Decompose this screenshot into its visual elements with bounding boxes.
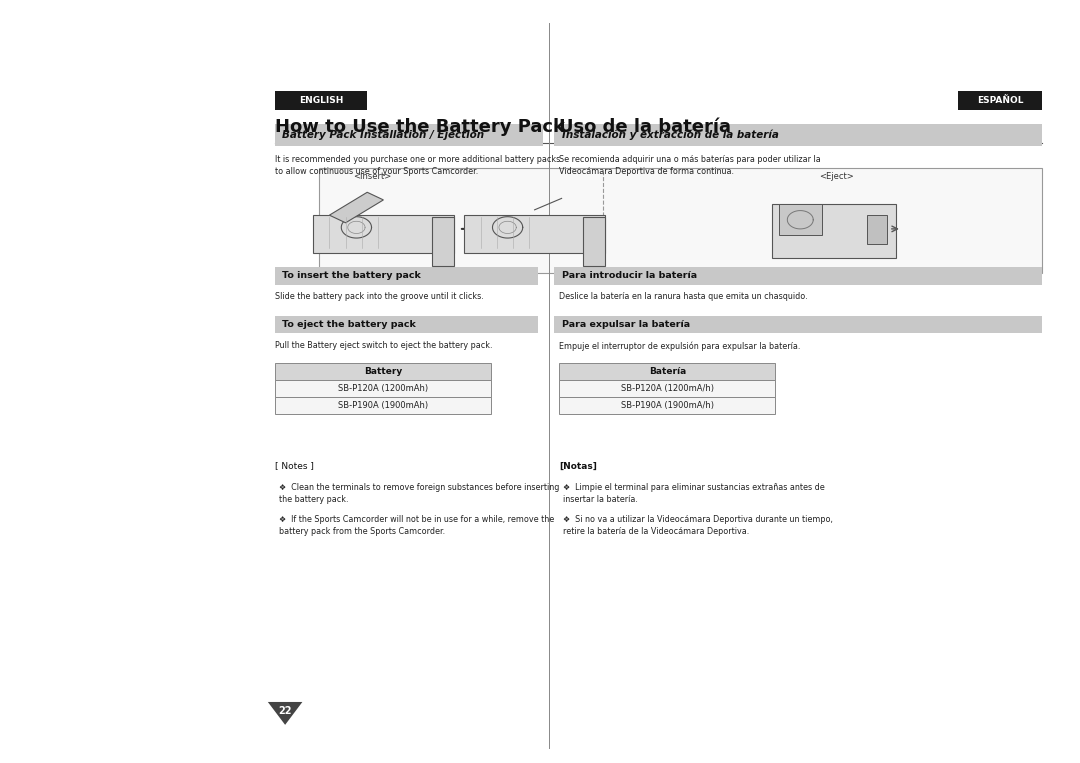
Text: Slide the battery pack into the groove until it clicks.: Slide the battery pack into the groove u…: [275, 292, 484, 301]
Bar: [958, 91, 1042, 110]
Text: It is recommended you purchase one or more additional battery packs
to allow con: It is recommended you purchase one or mo…: [275, 155, 561, 175]
Text: To insert the battery pack: To insert the battery pack: [282, 272, 421, 280]
Text: SB-P190A (1900mAh): SB-P190A (1900mAh): [338, 401, 429, 410]
Polygon shape: [268, 702, 302, 725]
Text: Instalación y extracción de la batería: Instalación y extracción de la batería: [562, 130, 779, 140]
Bar: [583, 217, 605, 266]
Text: Battery: Battery: [364, 367, 403, 376]
Bar: [275, 380, 491, 397]
Bar: [554, 316, 1042, 333]
Bar: [559, 380, 775, 397]
Text: SB-P120A (1200mA/h): SB-P120A (1200mA/h): [621, 384, 714, 393]
Bar: [432, 217, 454, 266]
Text: Pull the Battery eject switch to eject the battery pack.: Pull the Battery eject switch to eject t…: [275, 341, 492, 350]
Text: ❖  Limpie el terminal para eliminar sustancias extrañas antes de
insertar la bat: ❖ Limpie el terminal para eliminar susta…: [563, 483, 824, 504]
Bar: [867, 215, 887, 244]
Bar: [554, 124, 1042, 146]
Text: SB-P120A (1200mAh): SB-P120A (1200mAh): [338, 384, 429, 393]
Text: ENGLISH: ENGLISH: [299, 96, 343, 105]
Text: To eject the battery pack: To eject the battery pack: [282, 320, 416, 329]
Polygon shape: [329, 192, 383, 223]
Text: ❖  Clean the terminals to remove foreign substances before inserting
the battery: ❖ Clean the terminals to remove foreign …: [279, 483, 559, 504]
Text: 22: 22: [279, 706, 292, 716]
Text: ❖  If the Sports Camcorder will not be in use for a while, remove the
battery pa: ❖ If the Sports Camcorder will not be in…: [279, 515, 554, 536]
Text: [Notas]: [Notas]: [559, 462, 597, 471]
Text: <Eject>: <Eject>: [820, 172, 854, 182]
Text: [ Notes ]: [ Notes ]: [275, 462, 314, 471]
Text: Empuje el interruptor de expulsión para expulsar la batería.: Empuje el interruptor de expulsión para …: [559, 341, 800, 350]
Bar: [275, 397, 491, 414]
Bar: [275, 267, 538, 285]
Text: Para introducir la batería: Para introducir la batería: [562, 272, 697, 280]
Bar: [275, 316, 538, 333]
Bar: [779, 204, 822, 235]
Bar: [559, 363, 775, 380]
Text: Para expulsar la batería: Para expulsar la batería: [562, 320, 690, 329]
Bar: [313, 215, 454, 253]
Text: <Insert>: <Insert>: [353, 172, 392, 182]
Bar: [464, 215, 605, 253]
Text: Uso de la batería: Uso de la batería: [559, 118, 731, 137]
Text: Battery Pack Installation / Ejection: Battery Pack Installation / Ejection: [282, 130, 484, 140]
Bar: [554, 267, 1042, 285]
Text: SB-P190A (1900mA/h): SB-P190A (1900mA/h): [621, 401, 714, 410]
Bar: [772, 204, 896, 258]
Text: Batería: Batería: [649, 367, 686, 376]
Text: Se recomienda adquirir una o más baterías para poder utilizar la
Videocámara Dep: Se recomienda adquirir una o más batería…: [559, 155, 821, 175]
Bar: [275, 91, 367, 110]
Text: Deslice la batería en la ranura hasta que emita un chasquido.: Deslice la batería en la ranura hasta qu…: [559, 292, 808, 301]
Bar: [275, 363, 491, 380]
Text: How to Use the Battery Pack: How to Use the Battery Pack: [275, 118, 566, 137]
Bar: [319, 168, 1042, 273]
Text: ❖  Si no va a utilizar la Videocámara Deportiva durante un tiempo,
retire la bat: ❖ Si no va a utilizar la Videocámara Dep…: [563, 515, 833, 536]
Bar: [275, 124, 543, 146]
Bar: [559, 397, 775, 414]
Text: ESPAÑOL: ESPAÑOL: [976, 96, 1024, 105]
